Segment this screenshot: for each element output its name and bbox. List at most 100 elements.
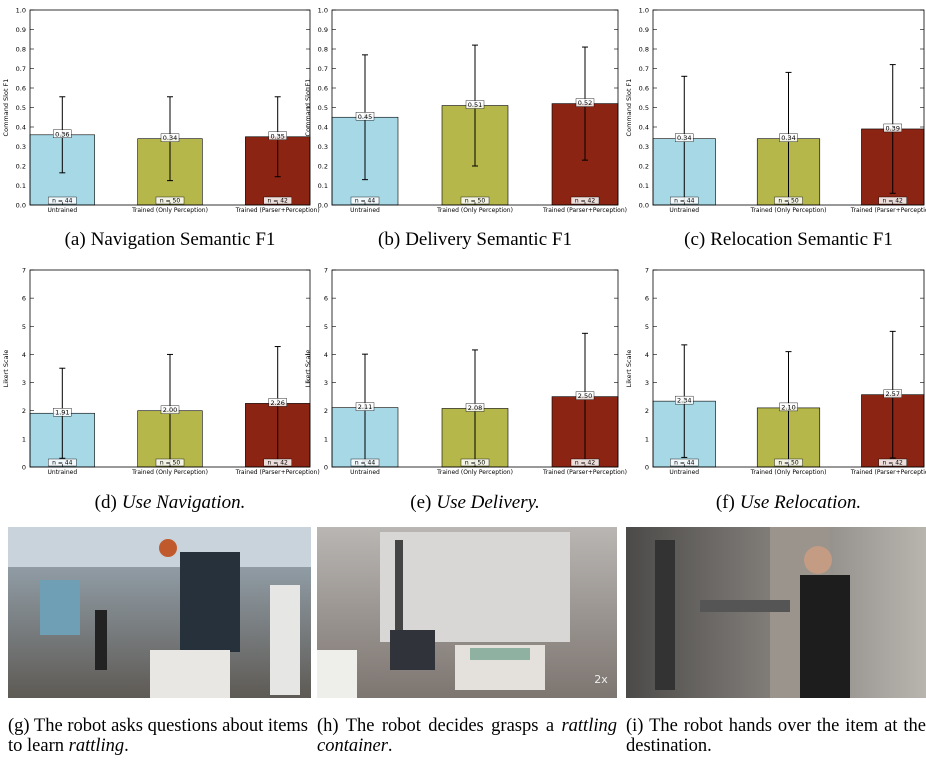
y-tick-label: 2 <box>22 407 26 415</box>
value-label: 2.08 <box>468 404 482 412</box>
chart-caption: (a)Navigation Semantic F1 <box>65 229 276 250</box>
y-tick-label: 1.0 <box>639 7 649 15</box>
caption-label: (d) <box>95 492 117 513</box>
y-tick-label: 1 <box>22 435 26 443</box>
caption-text: rattling <box>69 736 125 756</box>
y-tick-label: 0.4 <box>318 124 328 132</box>
x-tick-label: Untrained <box>669 469 699 476</box>
caption-text: Use Navigation. <box>122 492 246 513</box>
y-tick-label: 0.6 <box>16 85 26 93</box>
y-tick-label: 0.8 <box>318 46 328 54</box>
photo-g <box>8 527 311 698</box>
x-tick-label: Trained (Only Perception) <box>131 207 208 214</box>
value-label: 0.34 <box>677 134 691 142</box>
photo-h <box>317 527 617 698</box>
x-tick-label: Trained (Parser+Perception) <box>542 469 627 476</box>
y-tick-label: 3 <box>645 379 649 387</box>
y-axis-label: Likert Scale <box>2 350 10 388</box>
value-label: 2.50 <box>578 392 592 400</box>
y-tick-label: 0.7 <box>16 65 26 73</box>
y-tick-label: 0.5 <box>639 104 649 112</box>
value-label: 0.52 <box>578 99 592 107</box>
y-tick-label: 0.6 <box>639 85 649 93</box>
y-tick-label: 2 <box>645 407 649 415</box>
caption-text: Use Relocation. <box>740 492 861 513</box>
y-tick-label: 0.4 <box>16 124 26 132</box>
caption-text: . <box>388 736 393 756</box>
y-axis-label: Command Slot F1 <box>2 79 10 137</box>
y-tick-label: 5 <box>324 323 328 331</box>
y-tick-label: 3 <box>324 379 328 387</box>
chart: 0.00.10.20.30.40.50.60.70.80.91.0Command… <box>625 7 926 251</box>
photo-caption: (i) The robot hands over the item at the… <box>626 716 926 756</box>
y-tick-label: 0 <box>324 464 328 472</box>
y-tick-label: 5 <box>22 323 26 331</box>
y-tick-label: 0.1 <box>318 182 328 190</box>
value-label: 0.34 <box>781 134 795 142</box>
value-label: 0.45 <box>358 113 372 121</box>
y-axis-label: Likert Scale <box>625 350 633 388</box>
y-tick-label: 6 <box>645 295 649 303</box>
x-tick-label: Trained (Parser+Perception) <box>542 207 627 214</box>
y-tick-label: 0.0 <box>318 202 328 210</box>
chart: 0.00.10.20.30.40.50.60.70.80.91.0Command… <box>304 7 627 251</box>
x-tick-label: Untrained <box>350 207 380 214</box>
value-label: 2.00 <box>163 406 177 414</box>
caption-label: (i) <box>626 716 643 736</box>
photo-i <box>626 527 926 698</box>
caption-label: (c) <box>684 229 705 250</box>
y-tick-label: 4 <box>324 351 328 359</box>
y-tick-label: 0.8 <box>16 46 26 54</box>
y-tick-label: 0.6 <box>318 85 328 93</box>
y-tick-label: 2 <box>324 407 328 415</box>
x-tick-label: Untrained <box>350 469 380 476</box>
photo-overlay: 2x <box>594 673 608 686</box>
value-label: 0.39 <box>885 124 899 132</box>
y-tick-label: 1 <box>645 435 649 443</box>
y-tick-label: 0 <box>645 464 649 472</box>
y-tick-label: 0.7 <box>639 65 649 73</box>
caption-label: (e) <box>410 492 431 513</box>
y-tick-label: 7 <box>324 267 328 275</box>
caption-text: The robot hands over the item at the des… <box>626 716 926 756</box>
chart: 0.00.10.20.30.40.50.60.70.80.91.0Command… <box>2 7 320 251</box>
caption-text: . <box>124 736 129 756</box>
x-tick-label: Untrained <box>669 207 699 214</box>
y-tick-label: 0.0 <box>16 202 26 210</box>
caption-label: (h) <box>317 716 339 736</box>
y-tick-label: 0.1 <box>639 182 649 190</box>
y-tick-label: 0.8 <box>639 46 649 54</box>
caption-label: (f) <box>716 492 735 513</box>
y-tick-label: 0.0 <box>639 202 649 210</box>
y-tick-label: 6 <box>324 295 328 303</box>
x-tick-label: Untrained <box>47 207 77 214</box>
chart-caption: (c)Relocation Semantic F1 <box>684 229 893 250</box>
value-label: 2.57 <box>885 390 899 398</box>
caption-label: (g) <box>8 716 30 736</box>
x-tick-label: Trained (Only Perception) <box>436 469 513 476</box>
y-tick-label: 0.2 <box>318 163 328 171</box>
y-tick-label: 0.3 <box>318 143 328 151</box>
y-tick-label: 0.5 <box>16 104 26 112</box>
x-tick-label: Trained (Parser+Perception) <box>235 469 320 476</box>
y-tick-label: 0.9 <box>16 26 26 34</box>
y-tick-label: 0.5 <box>318 104 328 112</box>
caption-text: The robot decides grasps a <box>346 716 562 736</box>
y-tick-label: 1.0 <box>318 7 328 15</box>
y-tick-label: 0.4 <box>639 124 649 132</box>
value-label: 0.51 <box>468 101 482 109</box>
caption-text: The robot asks questions about items to … <box>8 716 308 756</box>
caption-text: Use Delivery. <box>436 492 539 513</box>
y-tick-label: 6 <box>22 295 26 303</box>
caption-label: (a) <box>65 229 86 250</box>
y-tick-label: 7 <box>22 267 26 275</box>
value-label: 0.34 <box>163 134 177 142</box>
x-tick-label: Trained (Only Perception) <box>436 207 513 214</box>
y-axis-label: Likert Scale <box>304 350 312 388</box>
y-tick-label: 0.9 <box>318 26 328 34</box>
y-tick-label: 0.2 <box>16 163 26 171</box>
y-tick-label: 0.7 <box>318 65 328 73</box>
value-label: 1.91 <box>55 409 69 417</box>
y-tick-label: 0.3 <box>16 143 26 151</box>
